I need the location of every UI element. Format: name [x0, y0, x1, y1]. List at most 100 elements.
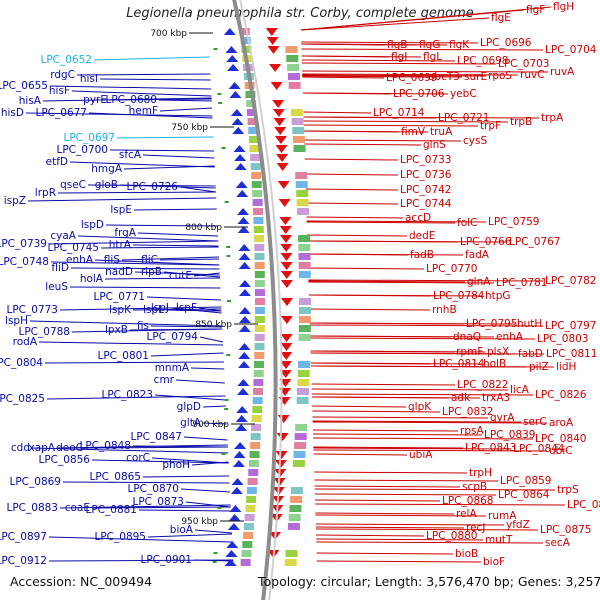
gene-label-right[interactable]: LPC_0703 — [498, 58, 550, 70]
gene-label-left[interactable]: LPC_0912 — [0, 555, 47, 567]
gene-label-right[interactable]: LPC_0770 — [426, 263, 478, 275]
gene-label-left[interactable]: fliC — [141, 254, 158, 266]
gene-label-left[interactable]: enhA — [66, 254, 94, 266]
gene-label-right[interactable]: ruvC — [520, 69, 545, 81]
gene-label-left[interactable]: LPC_0726 — [127, 181, 179, 193]
gene-label-left[interactable]: LPC_0870 — [128, 483, 180, 495]
gene-label-right[interactable]: serC — [523, 416, 547, 428]
gene-label-right[interactable]: flgK — [449, 39, 470, 51]
gene-label-right[interactable]: cysS — [463, 135, 487, 147]
gene-label-right[interactable]: abcT3 — [428, 71, 460, 83]
gene-label-right[interactable]: yebC — [450, 88, 477, 100]
gene-label-right[interactable]: bioF — [483, 556, 505, 568]
gene-label-right[interactable]: dnaQ — [453, 331, 481, 343]
gene-label-right[interactable]: LPC_0784 — [433, 290, 485, 302]
gene-label-left[interactable]: LPC_0745 — [48, 242, 100, 254]
gene-label-right[interactable]: glpK — [408, 401, 432, 413]
gene-label-right[interactable]: LPC_0733 — [400, 154, 452, 166]
gene-label-left[interactable]: cmr — [154, 374, 175, 386]
gene-label-right[interactable]: flgB — [387, 39, 407, 51]
gene-label-right[interactable]: pilZ — [529, 361, 549, 373]
gene-label-left[interactable]: bioA — [170, 524, 194, 536]
gene-label-left[interactable]: gltA — [180, 417, 202, 429]
gene-label-right[interactable]: LPC_0759 — [488, 216, 540, 228]
gene-label-right[interactable]: flgI — [391, 51, 407, 63]
gene-label-right[interactable]: flgG — [419, 39, 440, 51]
gene-label-right[interactable]: LPC_0714 — [373, 107, 425, 119]
gene-label-right[interactable]: LPC_0814 — [433, 358, 485, 370]
gene-label-right[interactable]: LPC_0699 — [386, 72, 438, 84]
gene-label-right[interactable]: licA — [510, 384, 530, 396]
gene-label-right[interactable]: ubiC — [549, 445, 573, 457]
gene-label-right[interactable]: glnS — [423, 139, 446, 151]
gene-label-left[interactable]: rdgC — [50, 69, 75, 81]
gene-label-left[interactable]: lspJ — [151, 302, 169, 314]
gene-label-left[interactable]: LPC_0700 — [57, 144, 109, 156]
gene-label-right[interactable]: LPC_0832 — [442, 406, 494, 418]
gene-label-right[interactable]: flgF — [526, 4, 545, 16]
gene-label-right[interactable]: rumA — [488, 510, 517, 522]
gene-label-right[interactable]: rpsA — [460, 425, 484, 437]
gene-label-left[interactable]: LPC_0794 — [147, 331, 199, 343]
gene-label-right[interactable]: secA — [545, 537, 571, 549]
gene-label-right[interactable]: lidH — [556, 361, 576, 373]
gene-label-right[interactable]: LPC_0811 — [546, 348, 598, 360]
gene-label-right[interactable]: ruvA — [550, 66, 575, 78]
gene-label-left[interactable]: fliD — [51, 262, 69, 274]
gene-label-left[interactable]: LPC_0652 — [41, 54, 93, 66]
gene-label-left[interactable]: lspF — [176, 302, 197, 314]
gene-label-left[interactable]: hisA — [19, 95, 42, 107]
gene-label-right[interactable]: scpB — [462, 481, 487, 493]
gene-label-left[interactable]: hisI — [80, 73, 98, 85]
gene-label-right[interactable]: flgH — [553, 1, 574, 13]
gene-label-left[interactable]: LPC_0804 — [0, 357, 43, 369]
gene-label-left[interactable]: fliS — [104, 254, 121, 266]
gene-label-left[interactable]: cdd — [11, 442, 30, 454]
gene-label-right[interactable]: adk — [451, 392, 471, 404]
gene-label-right[interactable]: bioB — [455, 548, 478, 560]
gene-label-left[interactable]: deoC — [56, 442, 83, 454]
gene-label-left[interactable]: LPC_0677 — [36, 107, 88, 119]
gene-label-right[interactable]: hutH — [517, 318, 542, 330]
gene-label-left[interactable]: LPC_0748 — [0, 256, 49, 268]
gene-label-left[interactable]: LPC_0865 — [90, 471, 142, 483]
gene-label-left[interactable]: rlpB — [141, 266, 162, 278]
gene-label-left[interactable]: glpD — [177, 401, 201, 413]
gene-label-left[interactable]: LPC_0901 — [141, 554, 193, 566]
gene-label-left[interactable]: LPC_0801 — [98, 350, 150, 362]
gene-label-right[interactable]: fadB — [410, 249, 434, 261]
gene-label-right[interactable]: LPC_0866 — [567, 499, 600, 511]
gene-label-left[interactable]: LPC_0895 — [95, 531, 147, 543]
gene-label-right[interactable]: rpmF — [456, 346, 483, 358]
gene-label-right[interactable]: plsX — [487, 346, 509, 358]
gene-label-right[interactable]: mutT — [485, 534, 513, 546]
gene-label-right[interactable]: folC — [457, 217, 477, 229]
gene-label-left[interactable]: LPC_0739 — [0, 238, 47, 250]
gene-label-right[interactable]: LPC_0706 — [393, 88, 445, 100]
gene-label-right[interactable]: trpS — [557, 484, 579, 496]
gene-label-left[interactable]: LPC_0655 — [0, 80, 48, 92]
gene-label-left[interactable]: frgA — [114, 227, 136, 239]
gene-label-left[interactable]: lspE — [110, 204, 132, 216]
gene-label-left[interactable]: gloB — [95, 179, 118, 191]
gene-label-left[interactable]: mnmA — [155, 362, 190, 374]
gene-label-left[interactable]: lspD — [81, 219, 104, 231]
gene-label-left[interactable]: ispZ — [4, 195, 26, 207]
gene-label-right[interactable]: ubiA — [409, 449, 433, 461]
gene-label-right[interactable]: rnhB — [432, 304, 457, 316]
gene-label-right[interactable]: yfdZ — [506, 519, 530, 531]
gene-label-right[interactable]: gyrA — [490, 412, 515, 424]
gene-label-left[interactable]: LPC_0869 — [10, 476, 62, 488]
gene-label-left[interactable]: LPC_0825 — [0, 393, 45, 405]
gene-label-left[interactable]: lpxB — [105, 324, 128, 336]
gene-label-left[interactable]: LPC_0771 — [94, 291, 146, 303]
gene-label-right[interactable]: LPC_0839 — [484, 429, 536, 441]
gene-label-left[interactable]: rodA — [13, 336, 38, 348]
gene-label-left[interactable]: LPC_0788 — [19, 326, 71, 338]
gene-label-right[interactable]: LPC_0864 — [498, 489, 550, 501]
gene-label-right[interactable]: dedE — [409, 230, 435, 242]
gene-label-left[interactable]: LPC_0847 — [131, 431, 183, 443]
gene-label-left[interactable]: LPC_0873 — [133, 496, 185, 508]
gene-label-left[interactable]: coaE — [65, 502, 90, 514]
gene-label-right[interactable]: trpB — [510, 116, 532, 128]
